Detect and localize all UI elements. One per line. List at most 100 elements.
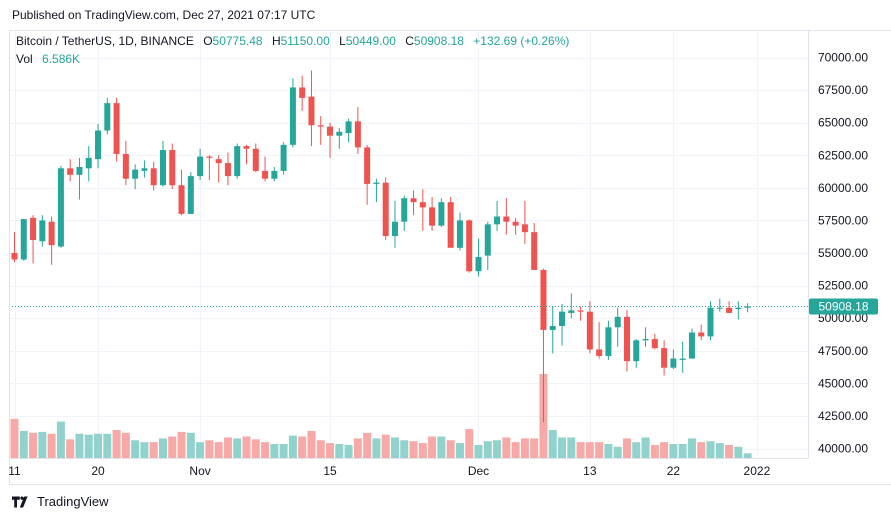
volume-bar bbox=[493, 440, 502, 458]
candle-body bbox=[586, 311, 593, 350]
volume-bar bbox=[650, 444, 659, 458]
candle-body bbox=[364, 147, 371, 184]
candle bbox=[132, 164, 139, 190]
candle-body bbox=[531, 232, 538, 270]
candle-body bbox=[559, 311, 566, 326]
volume-bar bbox=[270, 444, 279, 458]
volume-bar bbox=[558, 437, 567, 458]
candle-body bbox=[475, 256, 482, 272]
candle-body bbox=[113, 103, 120, 154]
candle-body bbox=[549, 325, 556, 330]
candle-body bbox=[280, 144, 287, 171]
candle-body bbox=[503, 216, 510, 222]
candle bbox=[642, 327, 649, 347]
candle bbox=[623, 310, 630, 372]
volume-bar bbox=[502, 437, 511, 458]
volume-bar bbox=[29, 432, 38, 458]
candle bbox=[744, 303, 751, 313]
last-price-label: 50908.18 bbox=[818, 300, 868, 314]
candle bbox=[651, 333, 658, 350]
candle bbox=[113, 97, 120, 162]
last-price-badge: 50908.18 bbox=[809, 298, 878, 315]
candle bbox=[568, 293, 575, 319]
candle bbox=[605, 320, 612, 360]
volume-bar bbox=[47, 433, 56, 458]
volume-bar bbox=[706, 441, 715, 458]
candle bbox=[336, 127, 343, 149]
candle bbox=[419, 189, 426, 231]
candle bbox=[327, 122, 334, 158]
volume-bar bbox=[223, 437, 232, 458]
candle-body bbox=[169, 150, 176, 186]
candle-body bbox=[234, 146, 241, 177]
candle bbox=[271, 166, 278, 182]
candle-body bbox=[345, 121, 352, 134]
candle bbox=[57, 165, 64, 248]
time-axis-tick-label: 11 bbox=[8, 464, 21, 478]
volume-bar bbox=[520, 438, 529, 458]
volume-bar bbox=[483, 441, 492, 458]
volume-bar bbox=[75, 433, 84, 458]
candle-body bbox=[85, 157, 92, 169]
candle-body bbox=[197, 156, 204, 177]
volume-bar bbox=[455, 443, 464, 458]
candle bbox=[150, 161, 157, 191]
candle bbox=[299, 75, 306, 111]
candle bbox=[577, 306, 584, 321]
candle-body bbox=[243, 146, 250, 149]
volume-bar bbox=[149, 442, 158, 458]
volume-bar bbox=[669, 444, 678, 458]
candle-body bbox=[494, 216, 501, 225]
tradingview-logo[interactable]: TradingView bbox=[12, 494, 109, 509]
tradingview-logo-icon bbox=[12, 495, 28, 508]
candle bbox=[670, 349, 677, 369]
candle bbox=[11, 232, 18, 263]
volume-bar bbox=[678, 444, 687, 458]
candle-body bbox=[57, 168, 64, 247]
candle-body bbox=[512, 221, 519, 226]
candle-body bbox=[540, 269, 547, 330]
candle bbox=[206, 155, 213, 181]
candle-body bbox=[410, 198, 417, 203]
candle bbox=[391, 200, 398, 248]
candle bbox=[252, 143, 259, 173]
chart-grid bbox=[9, 31, 808, 458]
candle-body bbox=[20, 219, 27, 260]
candle-body bbox=[679, 358, 686, 360]
candle-body bbox=[661, 348, 668, 368]
volume-bar bbox=[409, 441, 418, 458]
volume-bar bbox=[697, 442, 706, 458]
candle-body bbox=[707, 307, 714, 337]
candle bbox=[169, 143, 176, 190]
candle-body bbox=[206, 156, 213, 158]
time-axis: 11 20 Nov 15 Dec 13 22 2022 bbox=[8, 464, 770, 478]
candle bbox=[382, 177, 389, 240]
volume-bar bbox=[131, 440, 140, 458]
candle-body bbox=[438, 202, 445, 226]
volume-bars bbox=[10, 374, 752, 458]
candle bbox=[178, 169, 185, 216]
candle bbox=[48, 216, 55, 265]
candle-body bbox=[132, 169, 139, 179]
candle bbox=[429, 196, 436, 231]
candle bbox=[540, 268, 547, 423]
candle bbox=[633, 339, 640, 368]
time-axis-tick-label: 22 bbox=[667, 464, 681, 478]
candle bbox=[410, 190, 417, 216]
candle-body bbox=[633, 340, 640, 362]
volume-bar bbox=[418, 443, 427, 458]
volume-bar bbox=[94, 433, 103, 458]
price-axis-tick-label: 65000.00 bbox=[818, 116, 868, 130]
time-axis-tick-label: Nov bbox=[189, 464, 210, 478]
candle bbox=[373, 178, 380, 203]
candle-body bbox=[447, 202, 454, 248]
candle-body bbox=[122, 153, 129, 179]
candle-body bbox=[67, 168, 74, 175]
volume-bar bbox=[335, 444, 344, 458]
candle bbox=[122, 140, 129, 186]
volume-bar bbox=[140, 442, 149, 458]
legend-close: 50908.18 bbox=[414, 34, 464, 48]
volume-bar bbox=[585, 442, 594, 458]
candle bbox=[688, 328, 695, 359]
